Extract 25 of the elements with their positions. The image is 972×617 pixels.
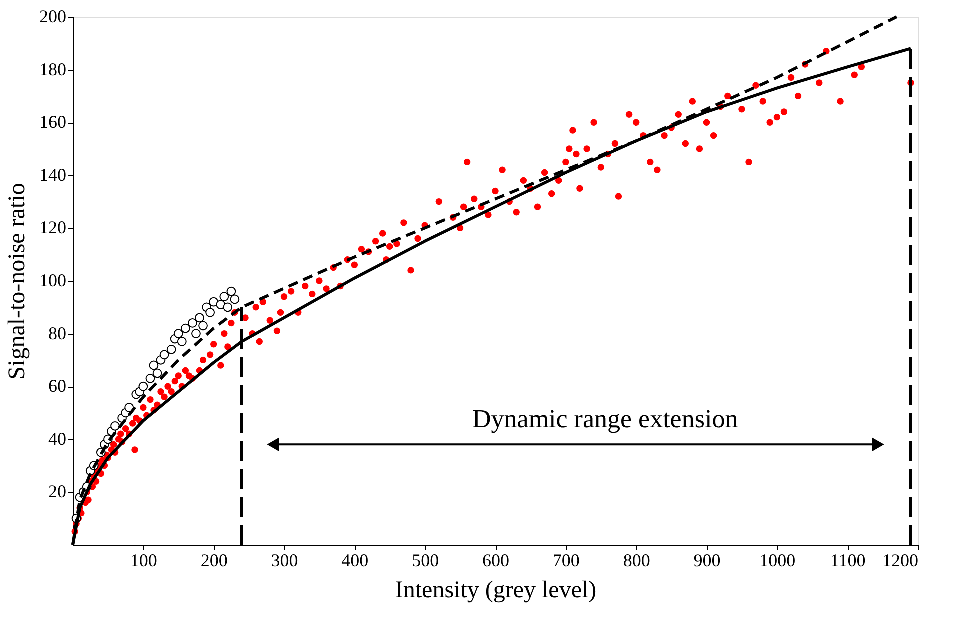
x-tick-label: 1100	[830, 550, 866, 570]
y-tick-label: 40	[48, 428, 66, 449]
x-tick-label: 300	[271, 550, 298, 570]
x-tick-label: 800	[623, 550, 650, 570]
x-tick-label: 900	[694, 550, 721, 570]
x-tick-label: 600	[482, 550, 510, 570]
y-tick-label: 160	[40, 112, 66, 132]
x-tick-label: 100	[130, 550, 158, 570]
x-tick-label: 1200	[882, 550, 918, 570]
y-tick-label: 20	[48, 482, 66, 502]
y-tick-label: 60	[48, 376, 66, 396]
x-tick-label: 200	[200, 550, 228, 570]
x-tick-label: 400	[342, 550, 369, 570]
annotation: Dynamic range extension	[472, 404, 738, 434]
x-axis-title: Intensity (grey level)	[395, 578, 597, 604]
y-tick-label: 180	[40, 59, 66, 80]
y-axis-title: Signal-to-noise ratio	[4, 183, 30, 380]
x-tick-label: 1000	[760, 550, 796, 570]
x-tick-label: 500	[412, 550, 440, 570]
y-tick-label: 140	[40, 164, 66, 185]
y-tick-label: 120	[40, 218, 66, 238]
y-tick-label: 100	[40, 270, 66, 290]
y-tick-label: 80	[48, 323, 66, 344]
x-tick-label: 700	[552, 550, 580, 570]
y-tick-label: 200	[40, 6, 66, 26]
